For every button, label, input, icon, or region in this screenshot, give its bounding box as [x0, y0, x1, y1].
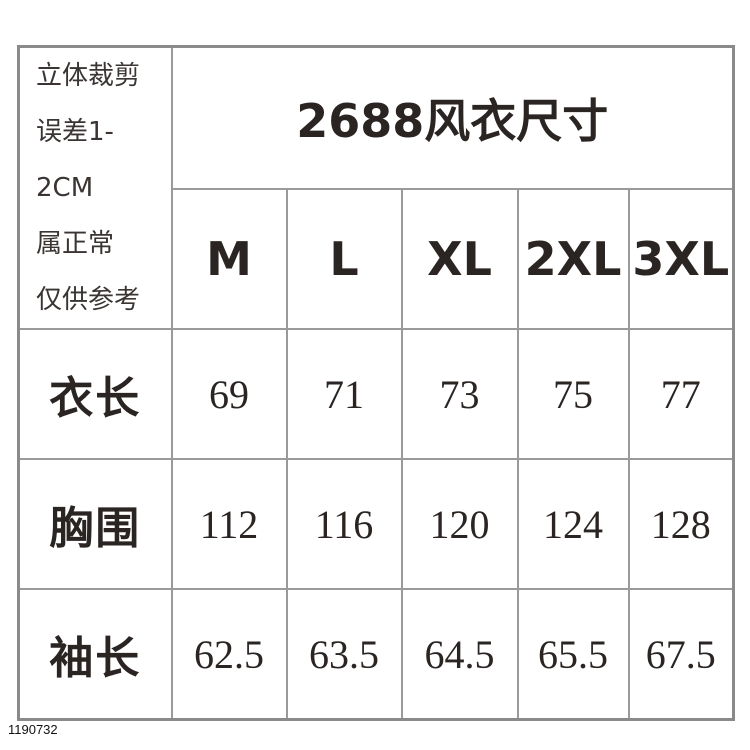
size-chart-table: 立体裁剪 误差1-2CM 属正常 仅供参考 2688风衣尺寸 M L XL 2X… — [17, 45, 735, 721]
note-line: 仅供参考 — [36, 285, 141, 315]
cell-value: 128 — [627, 458, 735, 590]
cell-value: 69 — [170, 328, 288, 460]
chart-title: 2688风衣尺寸 — [170, 45, 735, 190]
row-label: 胸围 — [17, 458, 173, 590]
cell-value: 112 — [170, 458, 288, 590]
note-line: 属正常 — [36, 229, 115, 259]
cell-value: 77 — [627, 328, 735, 460]
cell-value: 67.5 — [627, 588, 735, 721]
cell-value: 63.5 — [285, 588, 403, 721]
size-header-2xl: 2XL — [516, 187, 630, 331]
cell-value: 124 — [516, 458, 630, 590]
size-header-xl: XL — [400, 187, 519, 331]
measurement-note: 立体裁剪 误差1-2CM 属正常 仅供参考 — [17, 45, 173, 330]
size-header-m: M — [170, 187, 288, 331]
size-header-3xl: 3XL — [627, 187, 735, 331]
cell-value: 65.5 — [516, 588, 630, 721]
cell-value: 120 — [400, 458, 519, 590]
cell-value: 64.5 — [400, 588, 519, 721]
size-header-l: L — [285, 187, 403, 331]
table-row: 衣长 69 71 73 75 77 — [17, 328, 735, 460]
cell-value: 73 — [400, 328, 519, 460]
product-code: 1190732 — [8, 722, 58, 737]
table-row: 胸围 112 116 120 124 128 — [17, 458, 735, 590]
row-label: 衣长 — [17, 328, 173, 460]
row-label: 袖长 — [17, 588, 173, 721]
cell-value: 71 — [285, 328, 403, 460]
cell-value: 75 — [516, 328, 630, 460]
note-line: 立体裁剪 — [36, 61, 141, 91]
cell-value: 62.5 — [170, 588, 288, 721]
cell-value: 116 — [285, 458, 403, 590]
note-line: 误差1-2CM — [36, 117, 114, 203]
table-row: 袖长 62.5 63.5 64.5 65.5 67.5 — [17, 588, 735, 721]
